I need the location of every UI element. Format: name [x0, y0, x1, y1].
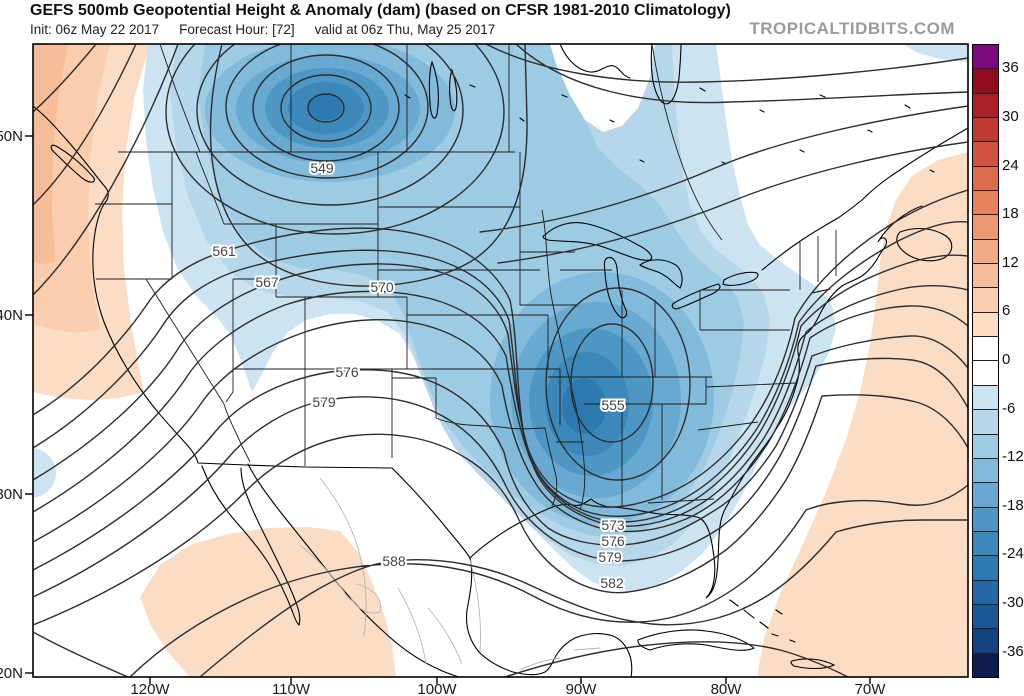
colorbar-tick-label: 0: [1002, 351, 1011, 368]
colorbar-cell: [973, 45, 998, 70]
colorbar-tick-label: 36: [1002, 59, 1019, 77]
colorbar-cell: [973, 556, 998, 581]
contour-lines-closed: [165, 44, 691, 481]
lon-label: 120W: [130, 681, 170, 696]
contour-label: 570: [370, 279, 394, 295]
colorbar-cell: [973, 385, 998, 411]
longitude-axis: 120W 110W 100W 90W 80W 70W: [130, 677, 886, 696]
map-border: [32, 43, 969, 678]
contour-label: 567: [255, 274, 279, 290]
forecast-hour: Forecast Hour: [72]: [179, 22, 295, 37]
contour-label: 573: [601, 517, 625, 533]
contour-label: 582: [600, 575, 624, 591]
contour-label: 579: [312, 394, 336, 410]
colorbar-cell: [973, 507, 998, 532]
lon-label: 100W: [417, 681, 457, 696]
contour-lines-open: [33, 44, 968, 677]
contour-label: 549: [310, 160, 334, 176]
colorbar-cell: [973, 191, 998, 216]
lat-label: 50N: [0, 128, 23, 145]
contour-label: 576: [335, 364, 359, 380]
colorbar-cell: [973, 215, 998, 240]
colorbar-tick-label: 18: [1002, 205, 1019, 223]
state-borders: [95, 44, 837, 511]
colorbar-tick-label: -30: [1002, 594, 1024, 612]
colorbar-cell: [973, 653, 998, 677]
map-canvas: 549 561 567 570 576 579 555 573 576 579 …: [33, 44, 968, 677]
colorbar-cell: [973, 361, 998, 386]
page-title: GEFS 500mb Geopotential Height & Anomaly…: [30, 2, 731, 19]
colorbar-cell: [973, 312, 998, 338]
colorbar-cell: [973, 142, 998, 167]
colorbar-cell: [973, 337, 998, 362]
colorbar-tick-label: -18: [1002, 496, 1024, 514]
anomaly-region: [562, 378, 606, 434]
colorbar-cell: [973, 288, 998, 313]
colorbar-cell: [973, 458, 998, 484]
colorbar-tick-label: -36: [1002, 642, 1024, 660]
colorbar-tick-label: 6: [1002, 302, 1011, 320]
anomaly-region: [903, 44, 968, 62]
lon-label: 70W: [855, 681, 887, 696]
latitude-axis: 50N 40N 30N 20N: [0, 128, 33, 682]
contour-value-labels: 549 561 567 570 576 579 555 573 576 579 …: [210, 158, 627, 593]
anomaly-region: [33, 44, 68, 264]
lat-label: 20N: [0, 665, 23, 682]
run-info: Init: 06z May 22 2017 Forecast Hour: [72]…: [30, 22, 515, 37]
colorbar-cell: [973, 629, 998, 654]
mexico-state-borders: [299, 477, 601, 671]
contour-label: 588: [382, 553, 406, 569]
colorbar-tick-label: 12: [1002, 253, 1019, 271]
colorbar-tick-label: -24: [1002, 545, 1024, 563]
positive-anomaly-shading: [33, 44, 968, 677]
anomaly-region: [757, 152, 968, 677]
watermark: TROPICALTIDBITS.COM: [749, 19, 955, 38]
colorbar-cell: [973, 580, 998, 605]
colorbar-cell: [973, 69, 998, 94]
colorbar-cell: [973, 483, 998, 508]
lon-label: 110W: [272, 681, 311, 696]
height-contours: [33, 44, 968, 677]
colorbar-cell: [973, 434, 998, 459]
colorbar-tick-label: -6: [1002, 399, 1016, 417]
colorbar-cell: [973, 531, 998, 557]
colorbar-cell: [973, 410, 998, 435]
lon-label: 80W: [711, 681, 743, 696]
colorbar-tick-label: 30: [1002, 107, 1019, 125]
colorbar-tick-label: 24: [1002, 156, 1019, 174]
valid-time: valid at 06z Thu, May 25 2017: [314, 22, 496, 37]
colorbar-cell: [973, 604, 998, 630]
contour-label: 579: [598, 549, 622, 565]
lat-label: 40N: [0, 307, 23, 324]
colorbar-cell: [973, 166, 998, 192]
lon-label: 90W: [566, 681, 598, 696]
colorbar-cell: [973, 93, 998, 119]
contour-label: 576: [601, 533, 625, 549]
contour-label: 555: [601, 397, 625, 413]
colorbar-tick-label: -12: [1002, 448, 1024, 466]
colorbar: [972, 44, 999, 678]
colorbar-cell: [973, 118, 998, 143]
anomaly-region: [140, 527, 396, 677]
lat-label: 30N: [0, 486, 23, 503]
init-time: Init: 06z May 22 2017: [30, 22, 160, 37]
anomaly-region: [307, 94, 343, 120]
colorbar-cell: [973, 264, 998, 289]
contour-label: 561: [212, 243, 236, 259]
colorbar-cell: [973, 239, 998, 265]
